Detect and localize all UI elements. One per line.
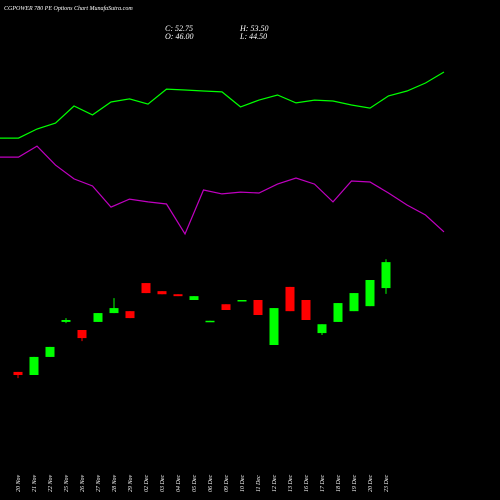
x-tick-label: 10 Dec: [240, 475, 246, 492]
x-tick-label: 16 Dec: [304, 475, 310, 492]
candle-body: [141, 283, 151, 294]
candle-body: [93, 313, 103, 322]
x-tick-label: 21 Nov: [32, 474, 38, 492]
candle-body: [349, 293, 359, 312]
candle-body: [221, 304, 231, 310]
x-tick-label: 29 Nov: [128, 474, 134, 492]
chart-title: CGPOWER 780 PE Options Chart MunafaSutra…: [4, 5, 133, 12]
x-tick-label: 20 Dec: [368, 475, 374, 492]
x-tick-label: 28 Nov: [112, 474, 118, 492]
x-tick-label: 13 Dec: [288, 475, 294, 492]
candle-body: [77, 330, 87, 339]
x-tick-label: 26 Nov: [80, 474, 86, 492]
candle-body: [109, 308, 119, 314]
x-tick-label: 20 Nov: [16, 474, 22, 492]
x-tick-label: 02 Dec: [144, 475, 150, 492]
x-tick-label: 06 Dec: [208, 475, 214, 492]
x-tick-label: 23 Dec: [384, 475, 390, 492]
indicator-line: [0, 145, 445, 236]
candle-body: [45, 346, 55, 357]
x-tick-label: 03 Dec: [160, 475, 166, 492]
x-tick-label: 12 Dec: [272, 475, 278, 492]
candle-body: [253, 300, 263, 315]
candle-body: [285, 286, 295, 312]
candle-body: [381, 262, 391, 289]
x-tick-label: 04 Dec: [175, 475, 182, 492]
x-tick-label: 18 Dec: [336, 475, 342, 492]
x-tick-label: 11 Dec: [256, 475, 262, 492]
candle-body: [365, 280, 375, 307]
candle-body: [205, 320, 215, 323]
candle-body: [125, 311, 135, 319]
candle-body: [269, 308, 279, 345]
header-low: L: 44.50: [239, 32, 267, 41]
candle-body: [173, 294, 183, 297]
header-high: H: 53.50: [239, 24, 268, 33]
candle-body: [13, 371, 23, 375]
candle-body: [189, 296, 199, 300]
x-tick-label: 05 Dec: [192, 475, 198, 492]
x-tick-label: 22 Nov: [48, 474, 54, 492]
candle-body: [29, 356, 39, 375]
candle-body: [333, 303, 343, 322]
header-close: C: 52.75: [165, 24, 193, 33]
candle-body: [157, 291, 167, 295]
candle-body: [237, 300, 247, 302]
header-open: O: 46.00: [165, 32, 193, 41]
x-tick-label: 09 Dec: [224, 475, 230, 492]
x-tick-label: 19 Dec: [352, 475, 358, 492]
candle-body: [317, 324, 327, 334]
candle-body: [61, 320, 71, 322]
indicator-line: [0, 71, 445, 139]
candle-body: [301, 300, 311, 320]
x-tick-label: 17 Dec: [320, 475, 326, 492]
x-tick-label: 27 Nov: [96, 474, 102, 492]
x-tick-label: 25 Nov: [64, 474, 70, 492]
